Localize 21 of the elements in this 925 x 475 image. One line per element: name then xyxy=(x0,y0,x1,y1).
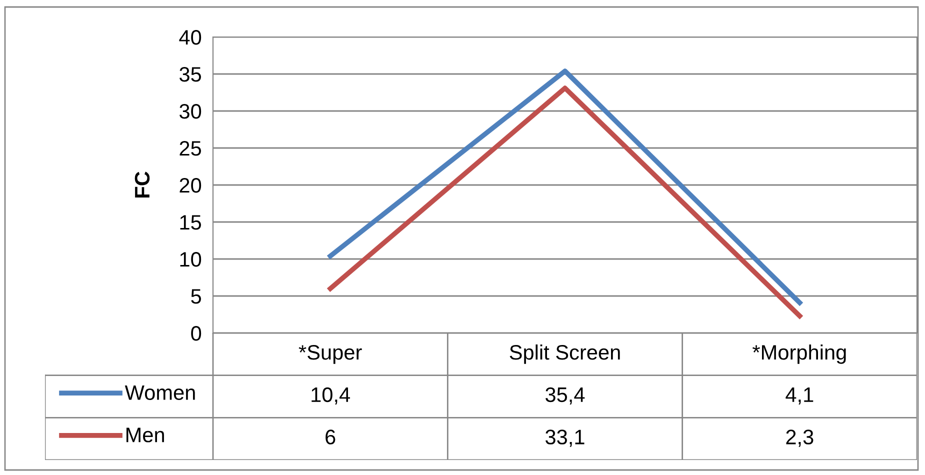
y-tick-label: 25 xyxy=(180,141,202,156)
x-tick-label: Split Screen xyxy=(510,344,620,364)
y-tick-label: 35 xyxy=(180,67,202,82)
y-tick-label: 0 xyxy=(191,326,202,341)
data-label: 4,1 xyxy=(786,388,814,405)
legend-label: Men xyxy=(126,428,164,442)
data-label: 10,4 xyxy=(312,387,350,405)
x-tick-label: *Super xyxy=(298,345,362,364)
data-label: 2,3 xyxy=(786,430,814,447)
data-label: 6 xyxy=(326,430,336,444)
y-tick-label: 10 xyxy=(180,252,202,267)
y-tick-label: 5 xyxy=(191,289,202,304)
data-label: 35,4 xyxy=(546,387,585,405)
y-tick-label: 40 xyxy=(179,30,202,45)
x-tick-label: *Morphing xyxy=(752,344,846,364)
data-label: 33,1 xyxy=(546,430,584,447)
y-tick-label: 30 xyxy=(180,104,202,119)
y-tick-label: 15 xyxy=(180,215,202,230)
legend-label: Women xyxy=(124,385,195,400)
y-tick-label: 20 xyxy=(180,178,202,193)
y-axis-title: FC xyxy=(134,172,150,198)
